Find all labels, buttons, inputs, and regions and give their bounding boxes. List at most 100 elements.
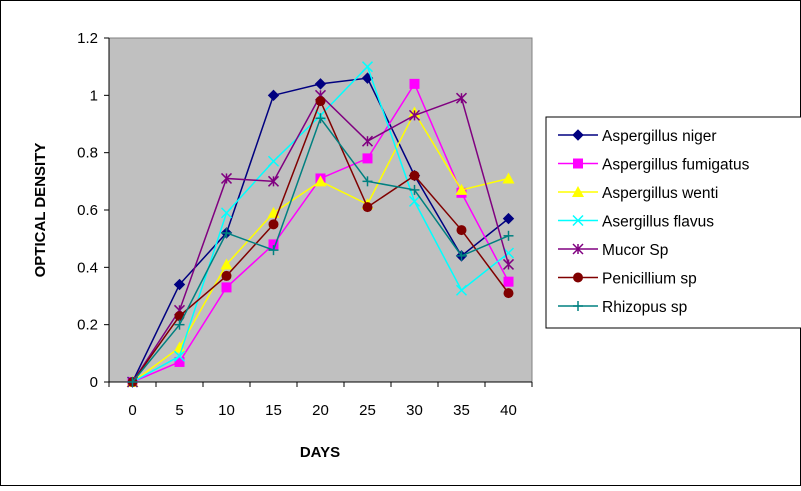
legend-marker — [572, 129, 584, 141]
data-point — [362, 153, 373, 164]
series-6 — [127, 113, 514, 387]
data-point — [127, 377, 138, 387]
legend-entry: Mucor Sp — [558, 242, 668, 259]
data-point — [267, 155, 280, 167]
data-point — [408, 195, 421, 207]
legend-marker — [573, 158, 583, 169]
data-point — [220, 258, 233, 270]
legend-entry: Penicillium sp — [558, 271, 697, 288]
data-point — [361, 135, 374, 147]
axes: 0 0.2 0.4 0.6 0.8 1 1.2 0 5 10 15 20 25 30 35 40 — [77, 30, 533, 419]
x-tick-label: 20 — [312, 402, 329, 419]
data-point — [174, 356, 185, 367]
legend-entry: Rhizopus sp — [558, 299, 687, 316]
x-tick-label: 25 — [359, 402, 376, 419]
data-point — [502, 172, 515, 184]
legend-label: Aspergillus niger — [602, 128, 717, 145]
data-point — [220, 207, 233, 219]
data-point — [409, 170, 420, 181]
marker-stroke — [173, 350, 186, 362]
marker-stroke — [220, 207, 233, 219]
legend-label: Aspergillus wenti — [602, 185, 718, 202]
legend-label: Mucor Sp — [602, 242, 668, 259]
series-4 — [126, 89, 515, 388]
data-point — [314, 175, 327, 187]
data-point — [362, 202, 373, 213]
data-point — [267, 175, 280, 187]
legend-entry: Aspergillus wenti — [558, 185, 718, 202]
series-2 — [126, 106, 515, 387]
legend-label: Aspergillus fumigatus — [602, 157, 750, 174]
data-point — [503, 288, 514, 299]
data-point — [456, 225, 467, 236]
legend-marker — [572, 186, 584, 197]
data-point — [502, 212, 515, 225]
marker-stroke — [361, 61, 374, 73]
data-point — [220, 172, 233, 184]
x-tick-label: 5 — [175, 402, 183, 419]
data-point — [314, 78, 327, 90]
data-point — [173, 278, 186, 291]
x-tick-label: 10 — [218, 402, 235, 419]
data-point — [456, 250, 467, 261]
data-point — [361, 61, 374, 73]
data-point — [408, 109, 421, 121]
plot-area — [108, 37, 533, 383]
marker-stroke — [408, 195, 421, 207]
x-tick-label: 40 — [500, 402, 517, 419]
data-point — [173, 350, 186, 362]
data-point — [502, 258, 515, 270]
y-axis-label: OPTICAL DENSITY — [32, 143, 49, 278]
data-point — [315, 113, 326, 124]
data-point — [268, 239, 279, 250]
legend-marker — [572, 243, 584, 255]
y-tick-label: 0.2 — [77, 317, 98, 334]
data-point — [409, 184, 420, 195]
legend-marker — [572, 214, 584, 227]
data-point — [315, 96, 326, 107]
y-tick-label: 1 — [90, 87, 98, 104]
data-point — [362, 176, 373, 187]
legend-entry: Aspergillus niger — [558, 128, 717, 145]
legend-marker — [573, 301, 583, 311]
data-point — [503, 276, 514, 287]
data-point — [455, 284, 468, 296]
legend-box — [545, 116, 801, 329]
x-tick-label: 30 — [406, 402, 423, 419]
legend-entry: Asergillus flavus — [558, 214, 714, 231]
data-point — [174, 319, 185, 330]
data-point — [455, 183, 468, 195]
legend-entry: Aspergillus fumigatus — [558, 157, 750, 174]
x-tick-label: 15 — [265, 402, 282, 419]
marker-stroke — [502, 247, 515, 259]
x-tick-label: 35 — [453, 402, 470, 419]
data-point — [268, 245, 279, 256]
y-tick-label: 0 — [90, 374, 98, 391]
data-point — [174, 311, 185, 322]
data-point — [221, 282, 232, 293]
series-lines — [126, 61, 515, 388]
data-point — [221, 270, 232, 281]
legend-label: Penicillium sp — [602, 271, 697, 288]
legend: Aspergillus niger Aspergillus fumigatus As… — [545, 116, 801, 329]
marker-stroke — [455, 284, 468, 296]
x-tick-label: 0 — [128, 402, 136, 419]
marker-stroke — [572, 214, 584, 227]
marker-stroke — [267, 155, 280, 167]
data-point — [502, 247, 515, 259]
y-tick-label: 0.8 — [77, 145, 98, 162]
legend-marker — [573, 272, 583, 283]
data-point — [503, 230, 514, 241]
x-axis-label: DAYS — [300, 444, 340, 461]
data-point — [455, 92, 468, 104]
data-point — [267, 89, 280, 102]
y-tick-label: 0.4 — [77, 259, 98, 276]
legend-label: Asergillus flavus — [602, 214, 714, 231]
y-tick-label: 0.6 — [77, 202, 98, 219]
data-point — [268, 219, 279, 230]
data-point — [409, 78, 420, 89]
data-point — [221, 227, 232, 238]
legend-label: Rhizopus sp — [602, 299, 687, 316]
